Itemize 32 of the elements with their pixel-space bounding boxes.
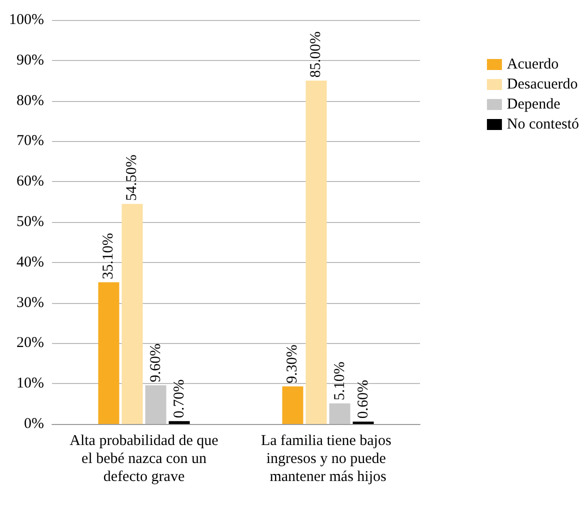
data-label: 9.30% xyxy=(284,344,301,384)
y-tick-label: 30% xyxy=(16,294,44,311)
y-tick-label: 20% xyxy=(16,335,44,352)
y-tick-label: 50% xyxy=(16,214,44,230)
y-tick-label: 0% xyxy=(24,416,44,432)
x-tick-label: Alta probabilidad de que el bebé nazca con un defecto grave xyxy=(70,433,219,485)
y-tick-label: 90% xyxy=(16,52,44,68)
data-label: 5.10% xyxy=(332,362,348,400)
bar xyxy=(168,421,190,424)
y-tick-label: 40% xyxy=(16,254,44,270)
legend-label: Desacuerdo xyxy=(506,76,578,92)
data-label: 0.70% xyxy=(171,379,188,418)
data-label: 9.60% xyxy=(148,343,164,382)
bar xyxy=(329,403,350,424)
legend-label: Acuerdo xyxy=(506,56,559,72)
bar xyxy=(306,80,327,424)
y-tick-label: 60% xyxy=(16,174,44,190)
y-tick-label: 10% xyxy=(16,376,44,392)
data-label: 85.00% xyxy=(308,31,324,78)
legend-label: No contestó xyxy=(506,116,580,132)
data-label: 54.50% xyxy=(124,154,140,201)
data-label: 0.60% xyxy=(355,380,372,419)
bar xyxy=(98,282,120,424)
x-tick-label: La familia tiene bajos ingresos y no puede mantener más hijos xyxy=(260,433,396,485)
y-tick-label: 80% xyxy=(16,92,44,109)
bar xyxy=(145,385,166,424)
y-tick-label: 100% xyxy=(9,12,44,28)
bar xyxy=(122,204,143,424)
y-tick-label: 70% xyxy=(16,133,44,150)
bar xyxy=(282,386,304,424)
data-label: 35.10% xyxy=(100,232,117,280)
legend-label: Depende xyxy=(506,96,561,112)
